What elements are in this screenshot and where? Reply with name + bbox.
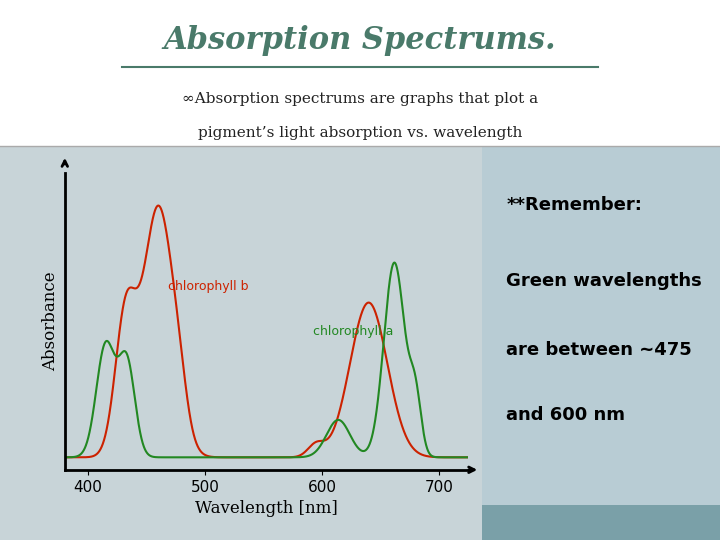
- Text: chlorophyll b: chlorophyll b: [168, 280, 248, 293]
- Text: Absorption Spectrums.: Absorption Spectrums.: [163, 25, 557, 56]
- Y-axis label: Absorbance: Absorbance: [42, 272, 59, 371]
- Text: are between ~475: are between ~475: [506, 341, 692, 359]
- Text: Green wavelengths: Green wavelengths: [506, 272, 702, 291]
- Text: and 600 nm: and 600 nm: [506, 406, 625, 424]
- Text: ∞Absorption spectrums are graphs that plot a: ∞Absorption spectrums are graphs that pl…: [182, 92, 538, 106]
- Text: **Remember:: **Remember:: [506, 197, 642, 214]
- Text: chlorophyll a: chlorophyll a: [312, 325, 393, 338]
- X-axis label: Wavelength [nm]: Wavelength [nm]: [195, 500, 338, 517]
- Text: pigment’s light absorption vs. wavelength: pigment’s light absorption vs. wavelengt…: [198, 126, 522, 140]
